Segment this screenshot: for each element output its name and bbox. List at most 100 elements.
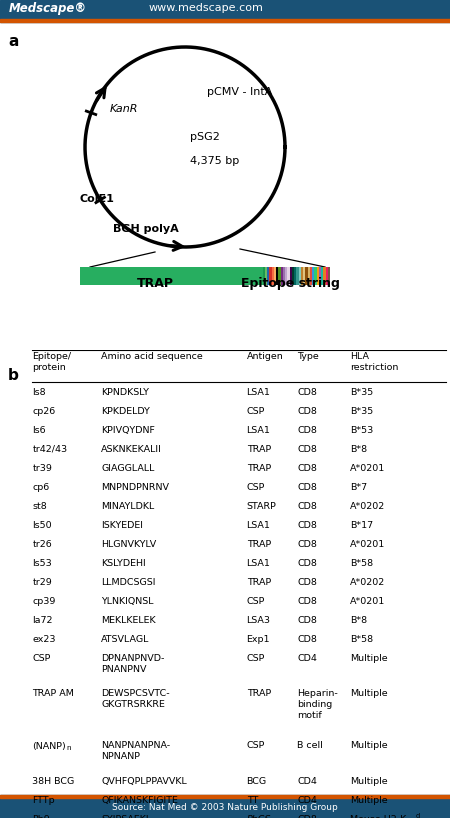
Text: n: n [67,745,71,752]
Text: cp39: cp39 [32,597,56,606]
Text: CD8: CD8 [297,635,317,644]
Bar [312,267,314,285]
Text: QFIKANSKFIGITE: QFIKANSKFIGITE [101,796,178,805]
Text: d: d [416,813,420,818]
Text: a: a [8,34,18,49]
Bar [80,267,262,285]
Text: B*17: B*17 [350,521,373,530]
Text: B cell: B cell [297,741,323,750]
Text: CD8: CD8 [297,597,317,606]
Text: TRAP: TRAP [247,690,271,699]
Text: B*53: B*53 [350,426,374,435]
Text: A*0202: A*0202 [350,578,385,587]
Text: QVHFQPLPPAVVKL: QVHFQPLPPAVVKL [101,777,187,786]
Text: b: b [8,368,19,383]
Text: CD8: CD8 [297,502,317,511]
Bar [316,267,319,285]
Text: B*8: B*8 [350,445,367,454]
Text: PbCS: PbCS [247,815,271,818]
Text: CSP: CSP [247,741,265,750]
Text: DEWSPCSVTC-
GKGTRSRKRE: DEWSPCSVTC- GKGTRSRKRE [101,690,170,709]
Text: A*0201: A*0201 [350,540,385,549]
Bar [296,267,298,285]
Text: B*8: B*8 [350,616,367,625]
Bar [321,267,323,285]
Text: A*0201: A*0201 [350,597,385,606]
Bar [323,267,325,285]
Text: (NANP): (NANP) [32,741,66,750]
Text: Multiple: Multiple [350,777,388,786]
Bar [289,267,292,285]
Text: CD8: CD8 [297,483,317,492]
Text: tr39: tr39 [32,464,52,473]
Text: LSA1: LSA1 [247,559,270,568]
Text: BGH polyA: BGH polyA [113,224,179,234]
Text: CD8: CD8 [297,540,317,549]
Text: LLMDCSGSI: LLMDCSGSI [101,578,156,587]
Text: TRAP: TRAP [247,578,271,587]
Bar [267,267,269,285]
Bar [303,267,305,285]
Bar [287,267,289,285]
Text: Type: Type [297,352,319,361]
Text: st8: st8 [32,502,47,511]
Text: ls50: ls50 [32,521,52,530]
Text: ColE1: ColE1 [80,194,115,204]
Text: pCMV - IntA: pCMV - IntA [207,87,272,97]
Bar [298,267,301,285]
Text: CD8: CD8 [297,559,317,568]
Text: Pb9: Pb9 [32,815,50,818]
Bar [269,267,271,285]
Bar [271,267,274,285]
Text: KPKDELDY: KPKDELDY [101,407,150,416]
Text: A*0201: A*0201 [350,464,385,473]
Text: TT: TT [247,796,258,805]
Text: 4,375 bp: 4,375 bp [190,156,239,166]
Text: Medscape®: Medscape® [9,2,87,15]
Text: B*35: B*35 [350,388,374,397]
Text: HLGNVKYLV: HLGNVKYLV [101,540,157,549]
Text: LSA1: LSA1 [247,426,270,435]
Text: ex23: ex23 [32,635,56,644]
Text: tr26: tr26 [32,540,52,549]
Text: B*35: B*35 [350,407,374,416]
Text: LSA1: LSA1 [247,388,270,397]
Bar [307,267,310,285]
Bar [278,267,280,285]
Text: la72: la72 [32,616,53,625]
Text: B*7: B*7 [350,483,367,492]
Text: CD4: CD4 [297,654,317,663]
Bar [276,267,278,285]
Bar [280,267,283,285]
Text: SYIPSAEKI: SYIPSAEKI [101,815,149,818]
Text: CD8: CD8 [297,388,317,397]
Text: 38H BCG: 38H BCG [32,777,75,786]
Text: YLNKIQNSL: YLNKIQNSL [101,597,154,606]
Text: KSLYDEHI: KSLYDEHI [101,559,146,568]
Text: Multiple: Multiple [350,796,388,805]
Bar [265,267,267,285]
Text: ISKYEDEI: ISKYEDEI [101,521,143,530]
Text: CD4: CD4 [297,777,317,786]
Text: GIAGGLALL: GIAGGLALL [101,464,155,473]
Bar [274,267,276,285]
Text: Epitope string: Epitope string [241,277,339,290]
Text: Antigen: Antigen [247,352,284,361]
Text: CD4: CD4 [297,796,317,805]
Text: ATSVLAGL: ATSVLAGL [101,635,149,644]
Text: CSP: CSP [32,654,51,663]
Text: ls53: ls53 [32,559,52,568]
Bar [310,267,312,285]
Text: TRAP AM: TRAP AM [32,690,74,699]
Text: CD8: CD8 [297,578,317,587]
Text: A*0202: A*0202 [350,502,385,511]
Text: Exp1: Exp1 [247,635,270,644]
Text: CD8: CD8 [297,407,317,416]
Text: LSA3: LSA3 [247,616,270,625]
Bar [0,19,450,22]
Text: CD8: CD8 [297,464,317,473]
Text: ASKNKEKALII: ASKNKEKALII [101,445,162,454]
Text: CD8: CD8 [297,815,317,818]
Text: KanR: KanR [110,104,139,114]
Bar [294,267,296,285]
